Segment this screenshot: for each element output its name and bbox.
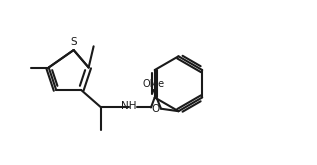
Text: OMe: OMe xyxy=(142,79,165,89)
Text: NH: NH xyxy=(121,101,136,111)
Text: O: O xyxy=(152,104,160,114)
Text: S: S xyxy=(70,37,77,47)
